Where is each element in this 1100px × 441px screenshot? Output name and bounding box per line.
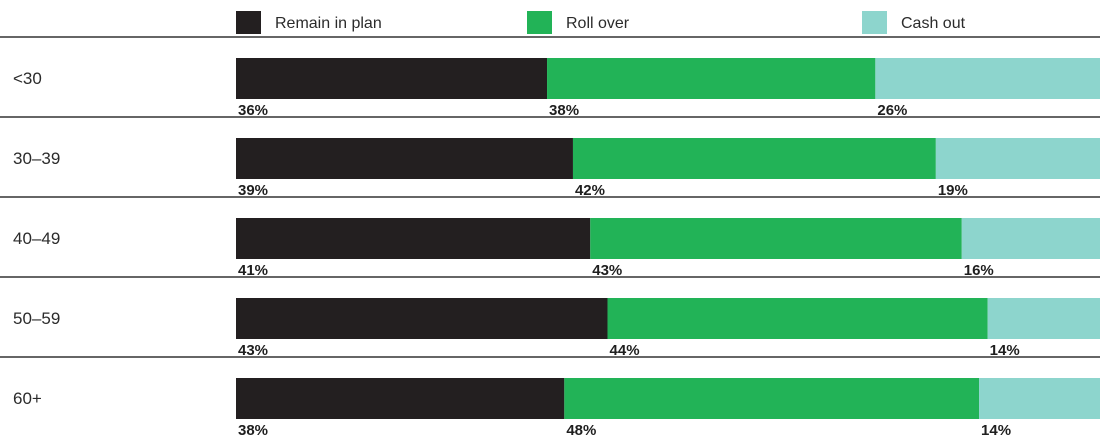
category-label: <30 [13,69,42,88]
value-label-cash-out: 26% [877,102,907,119]
value-label-remain-in-plan: 41% [238,262,268,279]
bar-segment-cash-out [935,138,1100,179]
bar-segment-cash-out [875,58,1100,99]
bar-segment-cash-out [961,218,1100,259]
category-label: 50–59 [13,309,60,328]
value-label-roll-over: 38% [549,102,579,119]
row-under-30: <30 36% 38% 26% [0,36,1100,119]
row-60: 60+ 38% 48% 14% [0,356,1100,439]
legend-label-cash-out: Cash out [901,15,966,32]
value-label-remain-in-plan: 39% [238,182,268,199]
row-30-39: 30–39 39% 42% 19% [0,116,1100,199]
value-label-roll-over: 48% [566,422,596,439]
category-label: 60+ [13,389,42,408]
category-label: 30–39 [13,149,60,168]
bar-segment-roll-over [564,378,980,419]
legend-label-remain-in-plan: Remain in plan [275,15,382,32]
bar-segment-cash-out [979,378,1100,419]
value-label-remain-in-plan: 36% [238,102,268,119]
value-label-cash-out: 14% [990,342,1020,359]
value-label-cash-out: 16% [964,262,994,279]
bar-segment-roll-over [547,58,876,99]
legend: Remain in plan Roll over Cash out [236,11,966,34]
bar-segment-roll-over [607,298,988,339]
row-50-59: 50–59 43% 44% 14% [0,276,1100,359]
legend-swatch-remain-in-plan [236,11,261,34]
value-label-cash-out: 14% [981,422,1011,439]
bar-segment-remain-in-plan [236,218,591,259]
bar-segment-roll-over [590,218,962,259]
row-40-49: 40–49 41% 43% 16% [0,196,1100,279]
value-label-roll-over: 42% [575,182,605,199]
category-label: 40–49 [13,229,60,248]
bar-segment-remain-in-plan [236,58,548,99]
value-label-remain-in-plan: 43% [238,342,268,359]
value-label-remain-in-plan: 38% [238,422,268,439]
bar-segment-roll-over [572,138,936,179]
legend-swatch-roll-over [527,11,552,34]
bar-segment-remain-in-plan [236,378,565,419]
value-label-cash-out: 19% [938,182,968,199]
chart-rows: <30 36% 38% 26% 30–39 39% 42% 19% 40–49 41% 43% 16%… [0,36,1100,439]
bar-segment-cash-out [987,298,1100,339]
bar-segment-remain-in-plan [236,138,573,179]
value-label-roll-over: 43% [592,262,622,279]
legend-swatch-cash-out [862,11,887,34]
bar-segment-remain-in-plan [236,298,608,339]
legend-label-roll-over: Roll over [566,15,630,32]
value-label-roll-over: 44% [610,342,640,359]
